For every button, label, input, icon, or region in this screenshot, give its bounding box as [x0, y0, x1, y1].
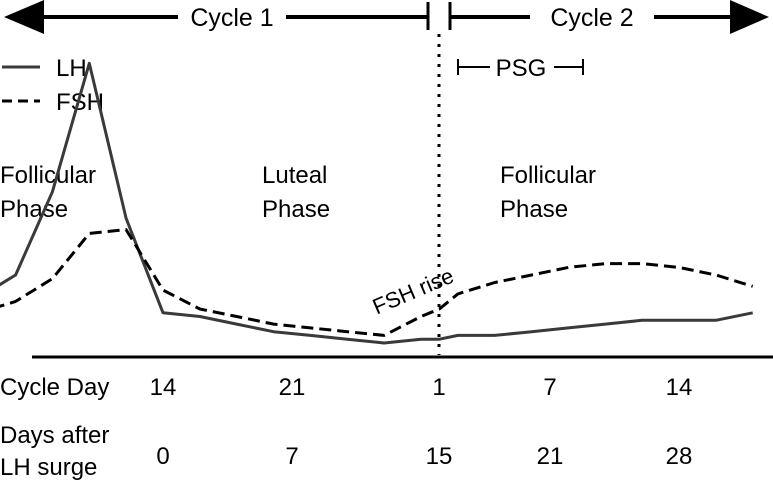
cycle-day-tick-label: 14	[150, 374, 177, 401]
phase-label-follicular-2-line2: Phase	[500, 196, 568, 223]
phase-label-follicular-1-line1: Follicular	[0, 162, 96, 189]
days-after-row-label-line2: LH surge	[0, 454, 97, 481]
phase-label-follicular-2: Follicular Phase	[500, 162, 603, 223]
legend-lh-label: LH	[56, 55, 87, 82]
days-after-row-label-line1: Days after	[0, 422, 109, 449]
days-after-surge-tick-label: 15	[426, 443, 453, 470]
phase-label-follicular-1: Follicular Phase	[0, 162, 103, 223]
phase-labels: Follicular Phase Luteal Phase Follicular…	[0, 162, 603, 223]
phase-label-luteal: Luteal Phase	[262, 162, 334, 223]
psg-bracket: PSG	[457, 55, 584, 82]
phase-label-follicular-2-line1: Follicular	[500, 162, 596, 189]
days-after-surge-tick-label: 28	[666, 443, 693, 470]
cycle-arrows: Cycle 1 Cycle 2	[4, 0, 769, 34]
cycle-day-tick-label: 7	[543, 374, 556, 401]
fsh-rise-annotation: FSH rise	[369, 263, 458, 319]
cycle2-label: Cycle 2	[550, 4, 633, 32]
cycle1-label: Cycle 1	[190, 4, 273, 32]
days-after-surge-tick-label: 7	[285, 443, 298, 470]
tick-layer: 14 21 1 7 14 0 7 15 21 28	[150, 374, 693, 470]
days-after-row-label: Days after LH surge	[0, 422, 116, 481]
phase-label-luteal-line1: Luteal	[262, 162, 327, 189]
days-after-surge-tick-label: 0	[156, 443, 169, 470]
cycle-day-row-label: Cycle Day	[0, 374, 109, 401]
days-after-surge-tick-label: 21	[537, 443, 564, 470]
phase-label-follicular-1-line2: Phase	[0, 196, 68, 223]
cycle-day-tick-label: 21	[279, 374, 306, 401]
left-arrowhead	[4, 0, 44, 34]
phase-label-luteal-line2: Phase	[262, 196, 330, 223]
legend: LH FSH	[2, 55, 104, 116]
series-line-fsh	[0, 228, 754, 337]
cycle-day-tick-label: 1	[432, 374, 445, 401]
psg-label: PSG	[496, 55, 547, 82]
series-line-lh	[0, 61, 753, 345]
series-layer	[0, 61, 754, 345]
cycle-day-tick-label: 14	[666, 374, 693, 401]
right-arrowhead	[730, 0, 769, 34]
